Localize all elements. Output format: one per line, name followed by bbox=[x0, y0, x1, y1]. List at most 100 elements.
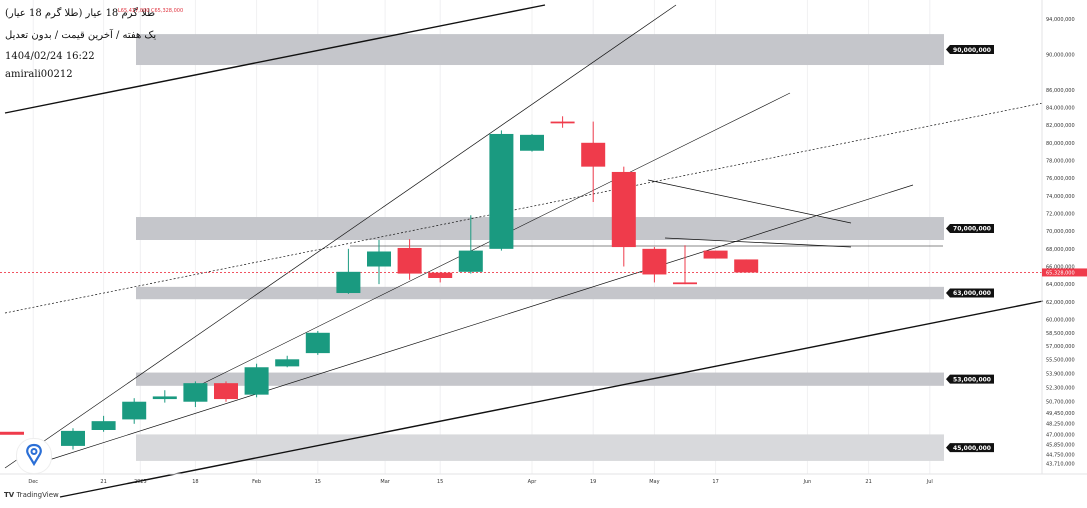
zone-price-label: 53,000,000 bbox=[946, 374, 994, 384]
candle-body bbox=[489, 133, 514, 249]
y-tick-label: 70,000,000 bbox=[1046, 229, 1075, 235]
y-tick-label: 68,000,000 bbox=[1046, 247, 1075, 253]
chart-author: amirali00212 bbox=[5, 69, 73, 80]
candle-body bbox=[428, 272, 453, 278]
y-tick-label: 62,000,000 bbox=[1046, 300, 1075, 306]
tradingview-logo-icon: TV bbox=[4, 491, 15, 499]
candle-body bbox=[611, 171, 636, 248]
y-tick-label: 94,000,000 bbox=[1046, 17, 1075, 23]
x-tick-label: 21 bbox=[865, 479, 871, 485]
y-tick-label: 76,000,000 bbox=[1046, 176, 1075, 182]
y-tick-label: 60,000,000 bbox=[1046, 318, 1075, 324]
indicator-logo-icon[interactable] bbox=[16, 438, 52, 474]
x-tick-label: Apr bbox=[528, 479, 538, 485]
candle-body bbox=[520, 134, 544, 151]
zone-rect bbox=[136, 372, 944, 386]
x-tick-label: 15 bbox=[437, 479, 443, 485]
zone-label-bg bbox=[946, 45, 994, 55]
zone-price-label: 70,000,000 bbox=[946, 224, 994, 234]
x-tick-label: May bbox=[649, 479, 659, 485]
y-tick-label: 80,000,000 bbox=[1046, 141, 1075, 147]
candle-body bbox=[367, 251, 391, 267]
y-tick-label: 90,000,000 bbox=[1046, 52, 1075, 58]
zone-rect bbox=[136, 34, 944, 66]
zone-price-label: 45,000,000 bbox=[946, 443, 994, 453]
x-tick-label: Mar bbox=[380, 479, 390, 485]
left-edge-price-marker bbox=[0, 431, 24, 435]
candle-body bbox=[244, 367, 269, 395]
candle-body bbox=[458, 250, 483, 272]
y-tick-label: 86,000,000 bbox=[1046, 88, 1075, 94]
x-tick-label: 2025 bbox=[134, 479, 147, 485]
zone-label-bg bbox=[946, 374, 994, 384]
trend-line bbox=[29, 184, 914, 467]
candle-body bbox=[275, 359, 300, 367]
y-tick-label: 66,000,000 bbox=[1046, 265, 1075, 271]
trend-line bbox=[4, 4, 546, 114]
y-tick-label: 47,000,000 bbox=[1046, 432, 1075, 438]
y-tick-label: 58,500,000 bbox=[1046, 331, 1075, 337]
brand-label: TradingView bbox=[16, 491, 59, 499]
trend-line bbox=[4, 102, 1044, 314]
zone-label-bg bbox=[946, 288, 994, 298]
candle-body bbox=[183, 383, 208, 402]
x-tick-label: Jul bbox=[926, 479, 933, 485]
y-tick-label: 55,500,000 bbox=[1046, 357, 1075, 363]
zone-rect bbox=[136, 217, 944, 240]
x-tick-label: 19 bbox=[590, 479, 596, 485]
x-tick-label: 18 bbox=[192, 479, 198, 485]
candle-body bbox=[61, 430, 85, 446]
zone-label-text: 63,000,000 bbox=[953, 290, 991, 297]
candle-body bbox=[152, 396, 177, 400]
trend-line bbox=[664, 237, 852, 248]
y-tick-label: 57,000,000 bbox=[1046, 344, 1075, 350]
y-tick-label: 78,000,000 bbox=[1046, 158, 1075, 164]
candle-body bbox=[214, 383, 238, 400]
zone-rect bbox=[136, 286, 944, 300]
candle-body bbox=[305, 332, 330, 354]
y-tick-label: 48,250,000 bbox=[1046, 421, 1075, 427]
zone-rect bbox=[136, 434, 944, 461]
y-tick-label: 84,000,000 bbox=[1046, 105, 1075, 111]
chart-datetime: 1404/02/24 16:22 bbox=[5, 51, 95, 62]
zone-label-text: 70,000,000 bbox=[953, 226, 991, 233]
x-tick-label: Dec bbox=[28, 479, 38, 485]
candle-body bbox=[336, 271, 361, 294]
chart-title: طلا گرم 18 عیار (طلا گرم 18 عیار) bbox=[5, 8, 156, 19]
y-tick-label: 72,000,000 bbox=[1046, 211, 1075, 217]
y-tick-label: 50,700,000 bbox=[1046, 400, 1075, 406]
zone-price-label: 90,000,000 bbox=[946, 45, 994, 55]
zone-label-bg bbox=[946, 224, 994, 234]
trend-line bbox=[59, 300, 1044, 498]
candle-body bbox=[91, 421, 116, 430]
y-tick-label: 82,000,000 bbox=[1046, 123, 1075, 129]
y-tick-label: 45,850,000 bbox=[1046, 443, 1075, 449]
pin-icon bbox=[26, 443, 42, 467]
x-tick-label: Feb bbox=[252, 479, 261, 485]
current-price-tag bbox=[1042, 268, 1087, 277]
candle-body bbox=[642, 248, 667, 275]
x-tick-label: 21 bbox=[100, 479, 106, 485]
x-tick-label: 17 bbox=[712, 479, 718, 485]
zone-label-text: 53,000,000 bbox=[953, 376, 991, 383]
candle-body bbox=[550, 121, 575, 124]
y-tick-label: 74,000,000 bbox=[1046, 194, 1075, 200]
ohlc-readout: L65,417,000 C65,328,000 bbox=[118, 8, 184, 14]
trend-line bbox=[4, 4, 677, 469]
current-price-tag-text: 65,328,000 bbox=[1046, 270, 1075, 276]
candle-body bbox=[397, 247, 422, 274]
trend-line bbox=[647, 179, 852, 224]
candle-body bbox=[673, 282, 697, 285]
y-tick-label: 49,450,000 bbox=[1046, 411, 1075, 417]
candle-body bbox=[122, 401, 147, 420]
y-tick-label: 44,750,000 bbox=[1046, 452, 1075, 458]
zone-label-text: 90,000,000 bbox=[953, 47, 991, 54]
y-tick-label: 43,710,000 bbox=[1046, 461, 1075, 467]
zone-label-bg bbox=[946, 443, 994, 453]
x-tick-label: 15 bbox=[315, 479, 321, 485]
candle-body bbox=[703, 250, 728, 259]
x-tick-label: Jun bbox=[802, 479, 811, 485]
zone-price-label: 63,000,000 bbox=[946, 288, 994, 298]
